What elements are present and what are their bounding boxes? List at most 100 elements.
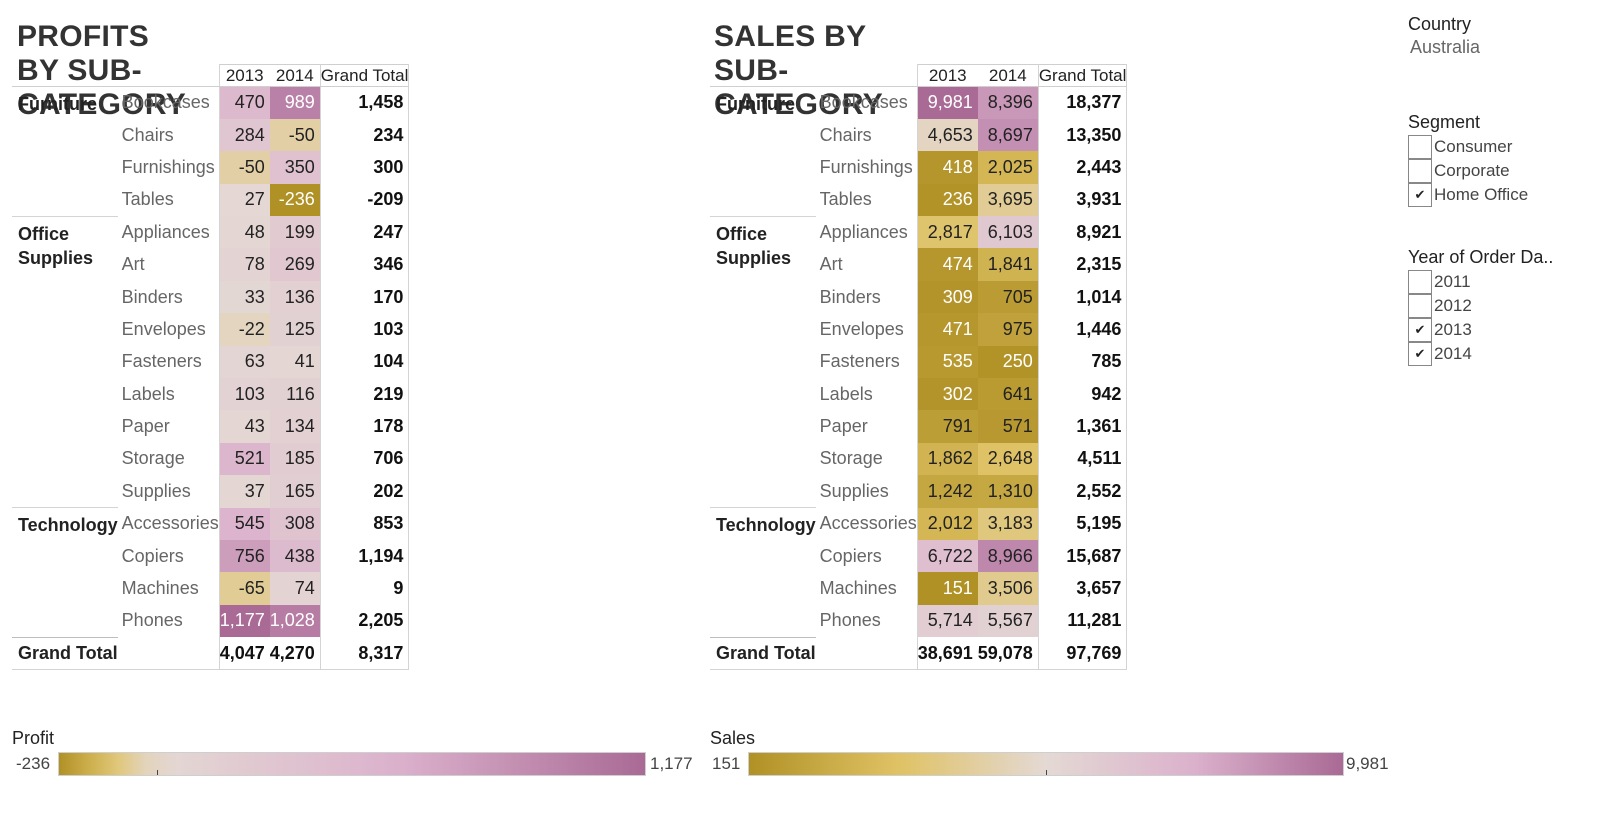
grand-total-cell[interactable]: 853	[320, 507, 410, 540]
sub-category-label[interactable]: Phones	[815, 604, 918, 638]
grand-total-cell[interactable]: 1,194	[320, 539, 410, 573]
sub-category-label[interactable]: Bookcases	[815, 85, 918, 119]
value-cell-2013[interactable]: 27	[219, 183, 270, 217]
value-cell-2014[interactable]: 350	[269, 151, 321, 184]
value-cell-2014[interactable]: 5,567	[977, 604, 1039, 638]
grand-total-cell[interactable]: 2,205	[320, 604, 410, 638]
value-cell-2013[interactable]: 43	[219, 410, 270, 443]
value-cell-2013[interactable]: 471	[917, 313, 978, 346]
category-label[interactable]: Furniture	[710, 86, 816, 217]
value-cell-2013[interactable]: 1,177	[219, 604, 270, 638]
value-cell-2014[interactable]: 250	[977, 345, 1039, 379]
grand-total-cell[interactable]: 3,657	[1038, 572, 1128, 605]
checkbox-icon[interactable]	[1408, 270, 1432, 294]
value-cell-2013[interactable]: 1,862	[917, 442, 978, 476]
sub-category-label[interactable]: Paper	[815, 410, 918, 443]
grand-total-cell[interactable]: -209	[320, 183, 410, 217]
sub-category-label[interactable]: Envelopes	[815, 313, 918, 346]
year-option-2013[interactable]: ✔ 2013	[1408, 318, 1598, 342]
sub-category-label[interactable]: Storage	[815, 442, 918, 476]
value-cell-2013[interactable]: 302	[917, 378, 978, 411]
total-cell-y2014[interactable]: 59,078	[977, 636, 1039, 671]
grand-total-cell[interactable]: 2,443	[1038, 151, 1128, 184]
value-cell-2014[interactable]: 3,506	[977, 572, 1039, 605]
value-cell-2013[interactable]: -22	[219, 313, 270, 346]
value-cell-2013[interactable]: 78	[219, 248, 270, 281]
value-cell-2014[interactable]: -50	[269, 118, 321, 152]
category-label[interactable]: Office Supplies	[710, 215, 816, 508]
value-cell-2014[interactable]: 705	[977, 280, 1039, 314]
value-cell-2014[interactable]: 571	[977, 410, 1039, 443]
value-cell-2014[interactable]: 3,183	[977, 507, 1039, 540]
col-header-grand-total[interactable]: Grand Total	[1038, 64, 1128, 87]
value-cell-2014[interactable]: 641	[977, 378, 1039, 411]
value-cell-2014[interactable]: 41	[269, 345, 321, 379]
year-option-2012[interactable]: 2012	[1408, 294, 1598, 318]
grand-total-cell[interactable]: 300	[320, 151, 410, 184]
grand-total-cell[interactable]: 247	[320, 215, 410, 249]
country-filter-value[interactable]: Australia	[1410, 37, 1481, 57]
sub-category-label[interactable]: Labels	[815, 378, 918, 411]
value-cell-2014[interactable]: 165	[269, 475, 321, 508]
col-header-grand-total[interactable]: Grand Total	[320, 64, 410, 87]
total-cell-y2013[interactable]: 4,047	[219, 636, 270, 671]
grand-total-cell[interactable]: 103	[320, 313, 410, 346]
sub-category-label[interactable]: Furnishings	[117, 151, 220, 184]
profit-color-ramp[interactable]	[58, 752, 646, 776]
value-cell-2014[interactable]: 136	[269, 280, 321, 314]
value-cell-2013[interactable]: 470	[219, 85, 270, 119]
value-cell-2013[interactable]: 545	[219, 507, 270, 540]
category-label[interactable]: Technology	[710, 507, 816, 638]
value-cell-2014[interactable]: 438	[269, 539, 321, 573]
grand-total-cell[interactable]: 13,350	[1038, 118, 1128, 152]
value-cell-2014[interactable]: 6,103	[977, 215, 1039, 249]
value-cell-2013[interactable]: 474	[917, 248, 978, 281]
value-cell-2014[interactable]: 199	[269, 215, 321, 249]
sub-category-label[interactable]: Phones	[117, 604, 220, 638]
checkbox-icon[interactable]	[1408, 159, 1432, 183]
year-option-2014[interactable]: ✔ 2014	[1408, 342, 1598, 366]
grand-total-cell[interactable]: 104	[320, 345, 410, 379]
sub-category-label[interactable]: Chairs	[815, 118, 918, 152]
value-cell-2014[interactable]: 185	[269, 442, 321, 476]
value-cell-2013[interactable]: 2,012	[917, 507, 978, 540]
sub-category-label[interactable]: Art	[117, 248, 220, 281]
value-cell-2014[interactable]: 3,695	[977, 183, 1039, 217]
checked-checkbox-icon[interactable]: ✔	[1408, 318, 1432, 342]
value-cell-2014[interactable]: 1,028	[269, 604, 321, 638]
value-cell-2014[interactable]: 125	[269, 313, 321, 346]
grand-total-cell[interactable]: 178	[320, 410, 410, 443]
value-cell-2014[interactable]: 134	[269, 410, 321, 443]
sub-category-label[interactable]: Machines	[117, 572, 220, 605]
value-cell-2014[interactable]: 975	[977, 313, 1039, 346]
total-cell-y2014[interactable]: 4,270	[269, 636, 321, 671]
value-cell-2013[interactable]: 309	[917, 280, 978, 314]
sub-category-label[interactable]: Art	[815, 248, 918, 281]
sub-category-label[interactable]: Machines	[815, 572, 918, 605]
segment-option-home-office[interactable]: ✔ Home Office	[1408, 183, 1598, 207]
value-cell-2014[interactable]: 989	[269, 85, 321, 119]
value-cell-2013[interactable]: 1,242	[917, 475, 978, 508]
sub-category-label[interactable]: Tables	[815, 183, 918, 217]
sub-category-label[interactable]: Appliances	[815, 215, 918, 249]
grand-total-cell[interactable]: 2,315	[1038, 248, 1128, 281]
value-cell-2013[interactable]: -50	[219, 151, 270, 184]
grand-total-cell[interactable]: 5,195	[1038, 507, 1128, 540]
grand-total-cell[interactable]: 785	[1038, 345, 1128, 379]
sub-category-label[interactable]: Accessories	[117, 507, 220, 540]
sub-category-label[interactable]: Storage	[117, 442, 220, 476]
category-label[interactable]: Office Supplies	[12, 215, 118, 508]
value-cell-2014[interactable]: 1,310	[977, 475, 1039, 508]
grand-total-cell[interactable]: 219	[320, 378, 410, 411]
value-cell-2014[interactable]: 8,396	[977, 85, 1039, 119]
sub-category-label[interactable]: Copiers	[815, 539, 918, 573]
grand-total-cell[interactable]: 8,921	[1038, 215, 1128, 249]
sub-category-label[interactable]: Envelopes	[117, 313, 220, 346]
category-label[interactable]: Technology	[12, 507, 118, 638]
sub-category-label[interactable]: Binders	[117, 280, 220, 314]
grand-total-cell[interactable]: 3,931	[1038, 183, 1128, 217]
sub-category-label[interactable]: Paper	[117, 410, 220, 443]
col-header-2013[interactable]: 2013	[917, 64, 978, 87]
value-cell-2014[interactable]: 2,648	[977, 442, 1039, 476]
value-cell-2014[interactable]: 308	[269, 507, 321, 540]
